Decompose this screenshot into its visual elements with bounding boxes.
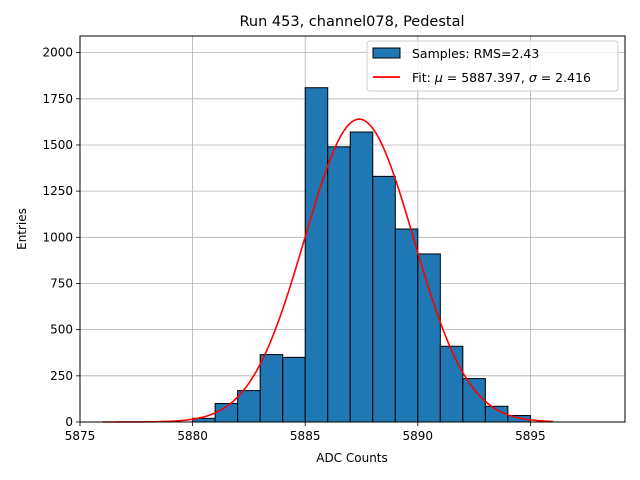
legend-box <box>366 40 619 92</box>
histogram-bar <box>259 354 284 423</box>
y-axis-ticks: 0 250 500 750 1000 1250 1500 1750 2000 <box>42 46 80 429</box>
x-axis-ticks: 5875 5880 5885 5890 5895 <box>65 422 546 443</box>
histogram-bar <box>417 253 441 423</box>
legend-histogram-swatch <box>372 47 401 59</box>
histogram-bar <box>394 228 419 423</box>
y-axis-label: Entries <box>15 208 29 250</box>
x-axis-label: ADC Counts <box>316 451 388 465</box>
x-tick-label: 5885 <box>290 429 321 443</box>
y-tick-label: 1500 <box>42 138 73 152</box>
y-tick-label: 0 <box>65 415 73 429</box>
histogram-bar <box>372 175 396 423</box>
legend-histogram-label: Samples: RMS=2.43 <box>412 46 539 61</box>
x-tick-label: 5875 <box>65 429 96 443</box>
fit-curve-group <box>102 118 553 423</box>
legend: Samples: RMS=2.43 Fit: μ = 5887.397, σ =… <box>366 40 619 92</box>
histogram-bar <box>282 356 306 423</box>
legend-fit-label: Fit: μ = 5887.397, σ = 2.416 <box>412 70 591 85</box>
histogram-bar <box>327 146 351 423</box>
plot-frame <box>79 35 626 423</box>
histogram-bars <box>192 87 531 423</box>
y-tick-label: 1750 <box>42 92 73 106</box>
histogram-bar <box>349 131 374 423</box>
y-tick-label: 1000 <box>42 230 73 244</box>
histogram-bar <box>237 390 261 423</box>
x-tick-label: 5895 <box>515 429 546 443</box>
x-tick-label: 5880 <box>177 429 208 443</box>
histogram-bar <box>439 345 464 423</box>
fit-curve <box>102 118 553 423</box>
y-tick-label: 250 <box>50 369 73 383</box>
chart-title: Run 453, channel078, Pedestal <box>239 14 464 30</box>
y-tick-label: 500 <box>50 323 73 337</box>
y-tick-label: 750 <box>50 276 73 290</box>
histogram-bar <box>462 378 486 423</box>
y-tick-label: 1250 <box>42 184 73 198</box>
x-tick-label: 5890 <box>403 429 434 443</box>
y-tick-label: 2000 <box>42 46 73 60</box>
histogram-bar <box>304 87 329 423</box>
